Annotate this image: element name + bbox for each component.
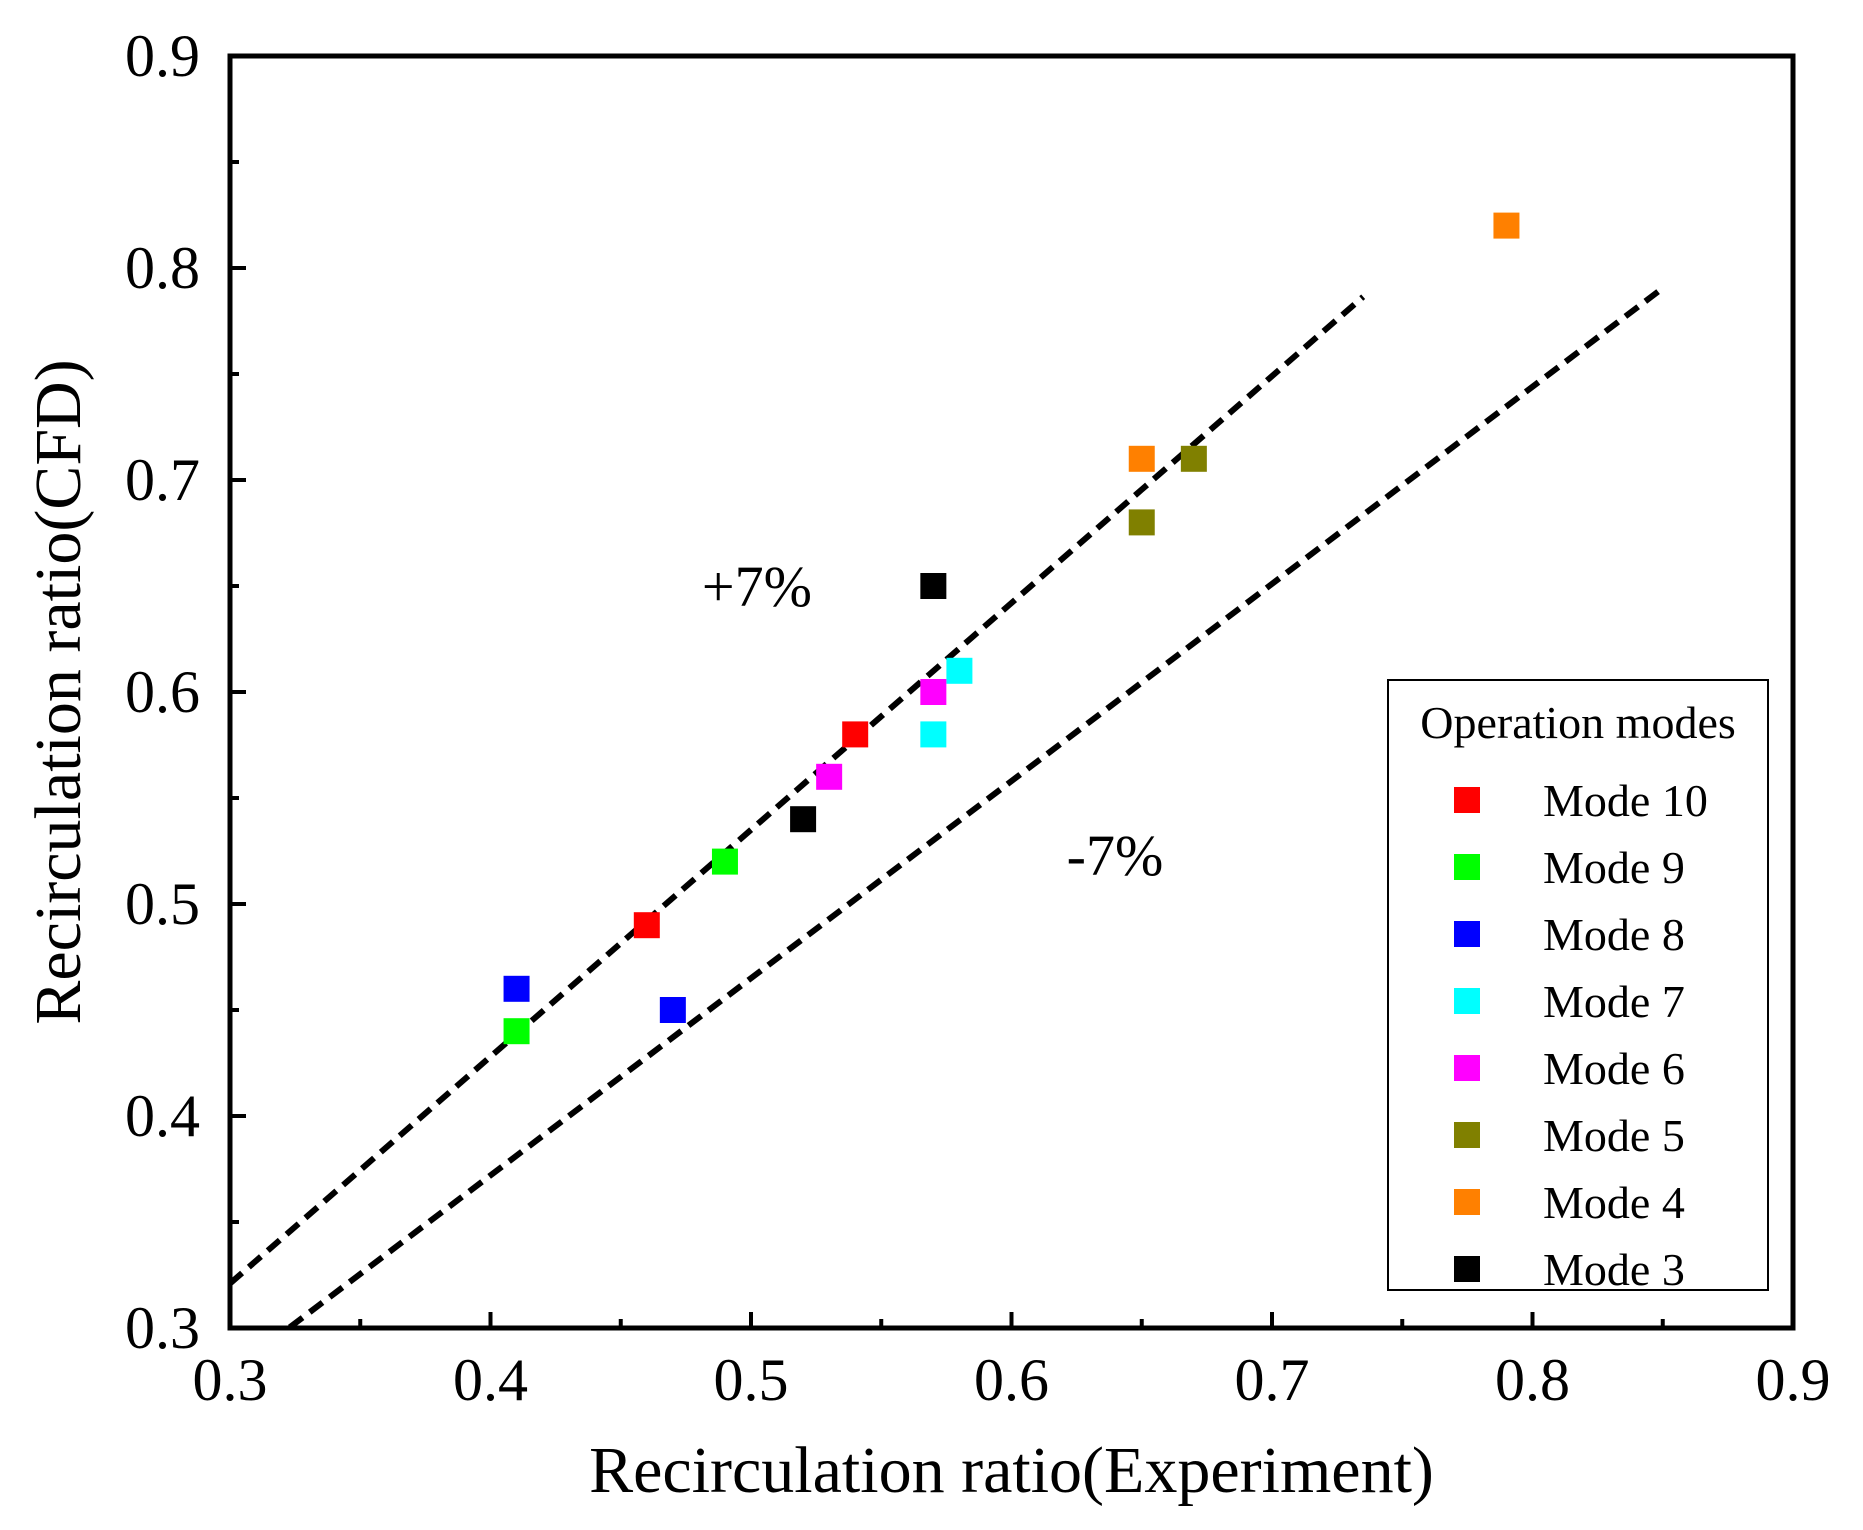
point-mode-9 bbox=[711, 848, 738, 875]
legend-label-mode-6: Mode 6 bbox=[1543, 1043, 1685, 1094]
y-tick-label: 0.6 bbox=[125, 659, 200, 725]
point-mode-3 bbox=[920, 573, 947, 599]
x-tick-label: 0.9 bbox=[1756, 1347, 1831, 1413]
legend-box bbox=[1387, 679, 1769, 1291]
legend-label-mode-3: Mode 3 bbox=[1543, 1244, 1685, 1295]
legend-item-mode-3: Mode 3 bbox=[1454, 1244, 1685, 1295]
y-axis-title: Recirculation ratio(CFD) bbox=[22, 359, 95, 1024]
data-points bbox=[503, 212, 1520, 1045]
point-mode-8 bbox=[659, 997, 686, 1023]
y-tick-label: 0.9 bbox=[125, 23, 200, 89]
point-mode-4 bbox=[1128, 445, 1155, 472]
reference-lines bbox=[230, 285, 1665, 1328]
legend-label-mode-4: Mode 4 bbox=[1543, 1177, 1685, 1228]
x-tick-label: 0.8 bbox=[1495, 1347, 1570, 1413]
annotation-plus-7: +7% bbox=[702, 554, 812, 619]
x-axis-title: Recirculation ratio(Experiment) bbox=[589, 1434, 1434, 1507]
legend: Operation modes Mode 10 Mode 9 Mode 8 Mode … bbox=[1387, 679, 1769, 1295]
point-mode-10 bbox=[633, 912, 660, 939]
legend-marker-mode-7 bbox=[1454, 988, 1480, 1014]
x-axis-ticks: 0.3 0.4 0.5 0.6 0.7 0.8 0.9 bbox=[193, 1312, 1831, 1413]
reference-line-plus bbox=[230, 294, 1366, 1286]
y-tick-label: 0.7 bbox=[125, 447, 200, 513]
point-mode-4 bbox=[1493, 212, 1520, 239]
y-tick-label: 0.5 bbox=[125, 871, 200, 937]
x-tick-label: 0.6 bbox=[974, 1347, 1049, 1413]
x-tick-label: 0.3 bbox=[193, 1347, 268, 1413]
legend-item-mode-8: Mode 8 bbox=[1454, 909, 1685, 960]
legend-item-mode-7: Mode 7 bbox=[1454, 976, 1685, 1027]
legend-item-mode-9: Mode 9 bbox=[1454, 842, 1685, 893]
point-mode-6 bbox=[920, 679, 947, 705]
legend-item-mode-10: Mode 10 bbox=[1454, 775, 1708, 826]
point-mode-6 bbox=[816, 763, 843, 790]
annotation-minus-7: -7% bbox=[1067, 823, 1164, 888]
legend-item-mode-5: Mode 5 bbox=[1454, 1110, 1685, 1161]
point-mode-10 bbox=[842, 721, 869, 748]
point-mode-7 bbox=[920, 721, 947, 748]
legend-marker-mode-5 bbox=[1454, 1122, 1480, 1148]
x-tick-label: 0.5 bbox=[714, 1347, 789, 1413]
point-mode-5 bbox=[1180, 445, 1207, 472]
legend-marker-mode-8 bbox=[1454, 921, 1480, 947]
legend-marker-mode-6 bbox=[1454, 1055, 1480, 1081]
point-mode-7 bbox=[946, 657, 973, 684]
legend-label-mode-10: Mode 10 bbox=[1543, 775, 1708, 826]
y-tick-label: 0.3 bbox=[125, 1295, 200, 1361]
point-mode-5 bbox=[1128, 509, 1155, 536]
legend-marker-mode-9 bbox=[1454, 854, 1480, 880]
legend-marker-mode-10 bbox=[1454, 787, 1480, 813]
y-axis-ticks: 0.3 0.4 0.5 0.6 0.7 0.8 0.9 bbox=[125, 23, 246, 1361]
y-tick-label: 0.4 bbox=[125, 1083, 200, 1149]
legend-label-mode-9: Mode 9 bbox=[1543, 842, 1685, 893]
legend-label-mode-7: Mode 7 bbox=[1543, 976, 1685, 1027]
legend-title: Operation modes bbox=[1420, 697, 1736, 748]
point-mode-3 bbox=[790, 806, 817, 833]
point-mode-8 bbox=[503, 975, 530, 1002]
legend-marker-mode-4 bbox=[1454, 1189, 1480, 1215]
point-mode-9 bbox=[503, 1018, 530, 1045]
legend-item-mode-6: Mode 6 bbox=[1454, 1043, 1685, 1094]
x-tick-label: 0.4 bbox=[453, 1347, 528, 1413]
legend-marker-mode-3 bbox=[1454, 1256, 1480, 1282]
y-tick-label: 0.8 bbox=[125, 235, 200, 301]
legend-label-mode-5: Mode 5 bbox=[1543, 1110, 1685, 1161]
legend-label-mode-8: Mode 8 bbox=[1543, 909, 1685, 960]
legend-item-mode-4: Mode 4 bbox=[1454, 1177, 1685, 1228]
x-tick-label: 0.7 bbox=[1235, 1347, 1310, 1413]
